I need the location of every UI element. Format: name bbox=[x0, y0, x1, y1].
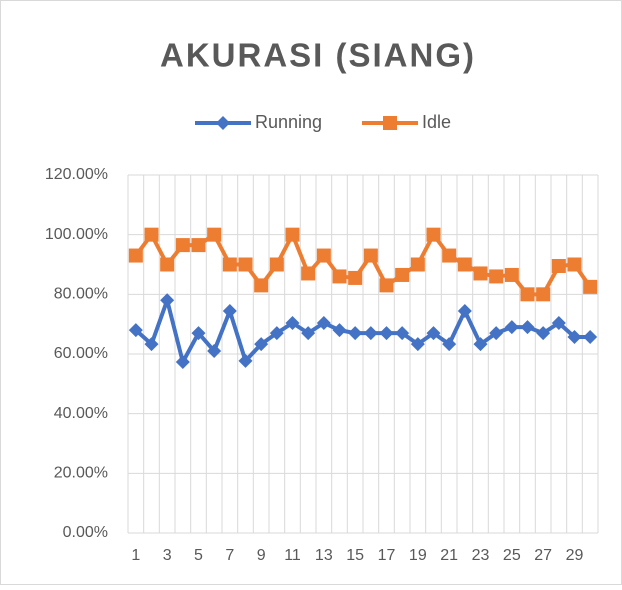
x-tick-label: 7 bbox=[225, 547, 234, 564]
point bbox=[269, 326, 284, 341]
legend-label: Running bbox=[255, 112, 322, 132]
point bbox=[191, 238, 206, 253]
point bbox=[175, 355, 190, 370]
point bbox=[395, 267, 410, 282]
x-tick-label: 19 bbox=[409, 547, 427, 564]
point bbox=[254, 337, 269, 352]
point bbox=[301, 266, 316, 281]
point bbox=[222, 304, 237, 319]
point bbox=[128, 248, 143, 263]
point bbox=[567, 257, 582, 272]
x-tick-label: 23 bbox=[472, 547, 490, 564]
point bbox=[473, 337, 488, 352]
chart-title: AKURASI (SIANG) bbox=[160, 37, 476, 74]
point bbox=[520, 287, 535, 302]
point bbox=[285, 227, 300, 242]
y-tick-label: 100.00% bbox=[45, 226, 108, 243]
point bbox=[489, 326, 504, 341]
legend-swatch-marker bbox=[216, 116, 230, 130]
point bbox=[348, 326, 363, 341]
point bbox=[567, 329, 582, 344]
point bbox=[332, 323, 347, 338]
point bbox=[583, 329, 598, 344]
point bbox=[175, 238, 190, 253]
y-tick-label: 20.00% bbox=[54, 465, 108, 482]
y-tick-label: 60.00% bbox=[54, 345, 108, 362]
x-tick-label: 1 bbox=[131, 547, 140, 564]
point bbox=[316, 248, 331, 263]
point bbox=[160, 293, 175, 308]
point bbox=[442, 337, 457, 352]
point bbox=[583, 279, 598, 294]
point bbox=[238, 353, 253, 368]
point bbox=[285, 315, 300, 330]
x-tick-label: 5 bbox=[194, 547, 203, 564]
x-tick-label: 21 bbox=[440, 547, 458, 564]
point bbox=[207, 227, 222, 242]
y-tick-label: 40.00% bbox=[54, 405, 108, 422]
point bbox=[379, 326, 394, 341]
legend-swatch-marker bbox=[383, 116, 397, 130]
x-tick-label: 11 bbox=[284, 547, 301, 564]
x-tick-label: 25 bbox=[503, 547, 521, 564]
point bbox=[316, 315, 331, 330]
point bbox=[207, 344, 222, 359]
x-tick-label: 15 bbox=[346, 547, 364, 564]
point bbox=[457, 257, 472, 272]
point bbox=[442, 248, 457, 263]
point bbox=[332, 269, 347, 284]
point bbox=[536, 287, 551, 302]
point bbox=[473, 266, 488, 281]
point bbox=[144, 337, 159, 352]
point bbox=[395, 326, 410, 341]
point bbox=[379, 278, 394, 293]
x-tick-label: 29 bbox=[566, 547, 584, 564]
point bbox=[128, 323, 143, 338]
y-tick-label: 120.00% bbox=[45, 166, 108, 183]
point bbox=[222, 257, 237, 272]
legend-label: Idle bbox=[422, 112, 451, 132]
point bbox=[551, 315, 566, 330]
point bbox=[551, 258, 566, 273]
point bbox=[426, 227, 441, 242]
point bbox=[410, 257, 425, 272]
x-tick-label: 13 bbox=[315, 547, 333, 564]
point bbox=[363, 326, 378, 341]
point bbox=[301, 326, 316, 341]
point bbox=[457, 304, 472, 319]
point bbox=[191, 326, 206, 341]
point bbox=[269, 257, 284, 272]
point bbox=[536, 326, 551, 341]
point bbox=[348, 270, 363, 285]
point bbox=[144, 227, 159, 242]
point bbox=[426, 326, 441, 341]
point bbox=[238, 257, 253, 272]
point bbox=[410, 337, 425, 352]
x-tick-label: 3 bbox=[163, 547, 172, 564]
x-tick-label: 17 bbox=[378, 547, 396, 564]
point bbox=[489, 269, 504, 284]
point bbox=[504, 267, 519, 282]
x-tick-label: 27 bbox=[534, 547, 552, 564]
point bbox=[160, 257, 175, 272]
point bbox=[254, 278, 269, 293]
y-tick-label: 0.00% bbox=[63, 524, 108, 541]
point bbox=[504, 320, 519, 335]
point bbox=[363, 248, 378, 263]
point bbox=[520, 320, 535, 335]
y-tick-label: 80.00% bbox=[54, 286, 108, 303]
x-tick-label: 9 bbox=[257, 547, 266, 564]
